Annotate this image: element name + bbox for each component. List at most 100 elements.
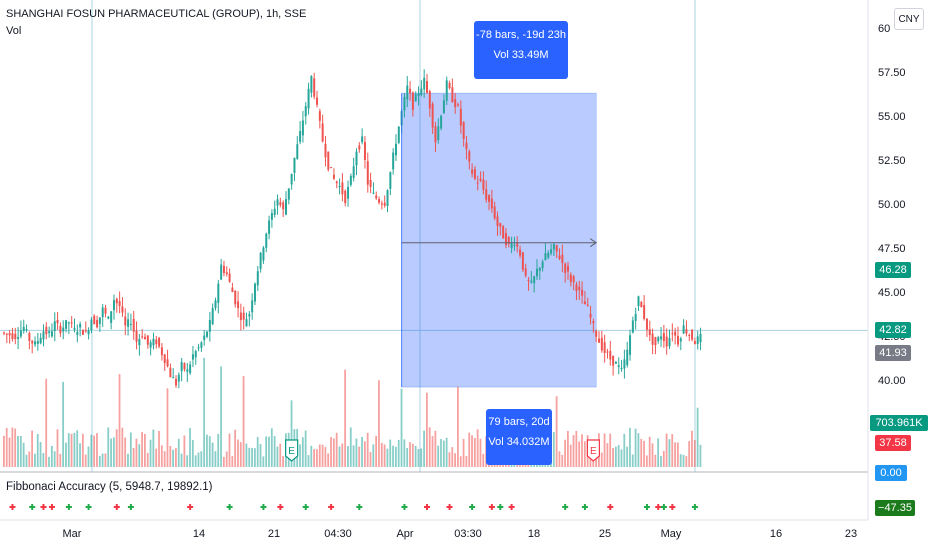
candle-body <box>411 92 414 110</box>
volume-bar <box>25 454 28 467</box>
candle-body <box>631 320 634 333</box>
earnings-icon[interactable] <box>586 439 600 462</box>
x-tick-label: 25 <box>599 528 611 540</box>
earnings-icon[interactable] <box>285 439 299 462</box>
candle-body <box>552 244 555 250</box>
candle-body <box>696 336 699 345</box>
fib-signal-marker <box>401 504 408 510</box>
volume-bar <box>110 438 112 467</box>
volume-bar <box>34 453 36 467</box>
price-tag-high: 46.28 <box>875 262 911 278</box>
measure-box[interactable] <box>401 92 597 388</box>
candle-body <box>521 252 524 270</box>
candle-body <box>273 208 276 215</box>
candle-body <box>586 304 589 306</box>
currency-button[interactable]: CNY <box>894 8 924 30</box>
volume-bar <box>423 430 425 467</box>
candle-body <box>321 123 324 142</box>
volume-bar <box>76 430 79 467</box>
volume-bar <box>648 436 651 467</box>
candle-body <box>110 311 113 323</box>
volume-bar <box>471 435 473 467</box>
fib-signal-marker <box>488 504 495 510</box>
volume-bar <box>643 440 645 467</box>
candle-body <box>39 337 42 344</box>
candle-body <box>5 333 8 335</box>
volume-bar <box>459 456 462 467</box>
candle-body <box>70 322 73 324</box>
x-tick-label: 23 <box>845 528 857 540</box>
candle-body <box>65 320 68 329</box>
volume-label[interactable]: Vol <box>6 25 22 37</box>
candle-body <box>225 272 228 275</box>
candle-body <box>262 247 265 261</box>
volume-bar <box>98 455 101 467</box>
volume-bar <box>186 455 189 467</box>
x-tick-label: 03:30 <box>454 528 482 540</box>
volume-bar <box>276 446 279 467</box>
volume-bar <box>428 427 431 467</box>
volume-bar <box>107 427 110 467</box>
volume-bar <box>84 454 87 467</box>
volume-bar <box>572 435 575 467</box>
volume-bar <box>81 433 84 467</box>
volume-bar <box>222 456 225 467</box>
volume-bar <box>104 453 107 467</box>
candle-body <box>316 97 319 105</box>
candle-body <box>426 81 428 93</box>
candle-body <box>17 337 20 339</box>
volume-bar <box>349 427 352 467</box>
candle-body <box>138 338 141 346</box>
volume-bar <box>73 433 76 467</box>
candle-body <box>28 332 31 342</box>
indicator-label[interactable]: Fibbonaci Accuracy (5, 5948.7, 19892.1) <box>6 481 213 493</box>
volume-bar <box>383 444 386 467</box>
volume-bar <box>127 453 129 467</box>
candle-body <box>428 91 431 109</box>
volume-bar <box>239 442 242 467</box>
candle-body <box>239 312 242 321</box>
volume-bar <box>290 400 293 467</box>
fib-signal-marker <box>562 504 569 510</box>
volume-bar <box>135 438 138 467</box>
x-tick-label: Mar <box>63 528 82 540</box>
candle-body <box>81 330 84 335</box>
candle-body <box>301 120 304 136</box>
volume-bar <box>304 430 307 467</box>
volume-bar <box>214 451 217 467</box>
candle-body <box>56 319 59 324</box>
volume-bar <box>462 438 465 467</box>
volume-bar <box>299 444 301 467</box>
candle-body <box>265 233 268 248</box>
volume-bar <box>256 436 259 467</box>
candle-body <box>310 76 313 93</box>
symbol-title[interactable]: SHANGHAI FOSUN PHARMACEUTICAL (GROUP), 1… <box>6 8 307 20</box>
candle-body <box>307 88 310 109</box>
volume-bar <box>660 456 662 467</box>
candle-body <box>186 369 189 372</box>
volume-bar <box>341 443 344 467</box>
volume-bar <box>262 456 265 467</box>
fib-signal-marker <box>497 504 504 510</box>
volume-bar <box>321 444 324 467</box>
candle-body <box>115 298 118 304</box>
candle-body <box>132 318 135 332</box>
volume-bar <box>141 432 143 467</box>
candle-body <box>558 255 561 259</box>
x-tick-label: 16 <box>770 528 782 540</box>
candle-body <box>206 331 209 337</box>
candle-body <box>654 337 657 346</box>
candle-body <box>245 319 248 327</box>
price-tag-last: 42.82 <box>875 322 911 338</box>
volume-bar <box>426 392 428 467</box>
candle-body <box>369 179 372 187</box>
candle-body <box>502 226 505 239</box>
candle-body <box>112 300 115 311</box>
candle-body <box>332 174 335 179</box>
candle-body <box>59 325 62 334</box>
volume-bar <box>440 439 442 467</box>
volume-ma-tag: 37.58 <box>875 435 911 451</box>
candle-body <box>386 190 389 207</box>
volume-bar <box>121 427 124 467</box>
